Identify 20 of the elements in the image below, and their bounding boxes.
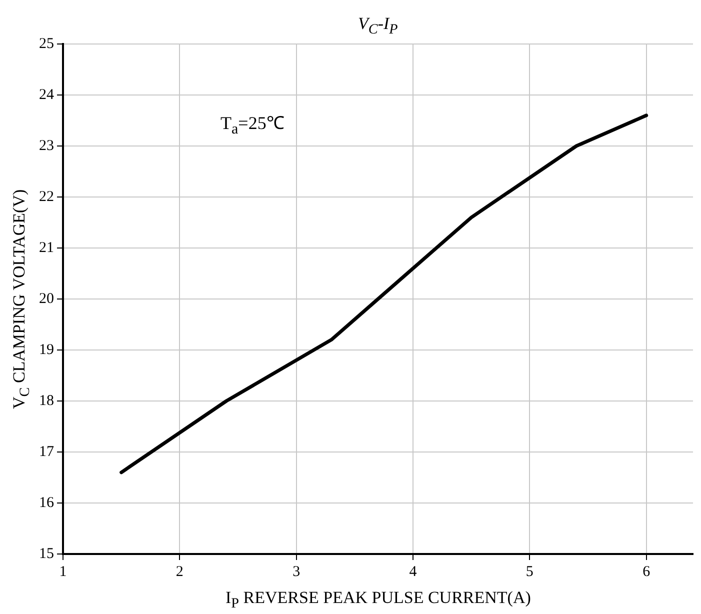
y-tick-label: 15 — [39, 546, 54, 562]
annotation: T$_{a}$=25℃ — [220, 112, 284, 139]
x-tick-label: 3 — [292, 564, 300, 580]
y-tick-label: 19 — [39, 342, 54, 358]
x-tick-label: 6 — [642, 564, 651, 580]
y-tick-label: 21 — [39, 240, 54, 256]
y-tick-label: 17 — [39, 444, 54, 460]
y-tick-label: 23 — [39, 138, 54, 154]
chart-title: V$_{C}$-I$_{P}$ — [358, 14, 398, 38]
y-tick-label: 18 — [39, 392, 54, 409]
x-tick-label: 2 — [176, 564, 184, 580]
y-tick-label: 20 — [39, 290, 54, 307]
y-tick-label: 25 — [39, 36, 54, 52]
x-tick-label: 1 — [59, 564, 67, 580]
y-tick-label: 24 — [39, 86, 54, 103]
x-axis-title: I$_{P}$ REVERSE PEAK PULSE CURRENT(A) — [226, 588, 531, 612]
y-tick-label: 16 — [39, 494, 54, 511]
y-tick-label: 22 — [39, 188, 54, 205]
x-tick-label: 4 — [409, 564, 418, 580]
x-tick-label: 5 — [526, 564, 534, 580]
